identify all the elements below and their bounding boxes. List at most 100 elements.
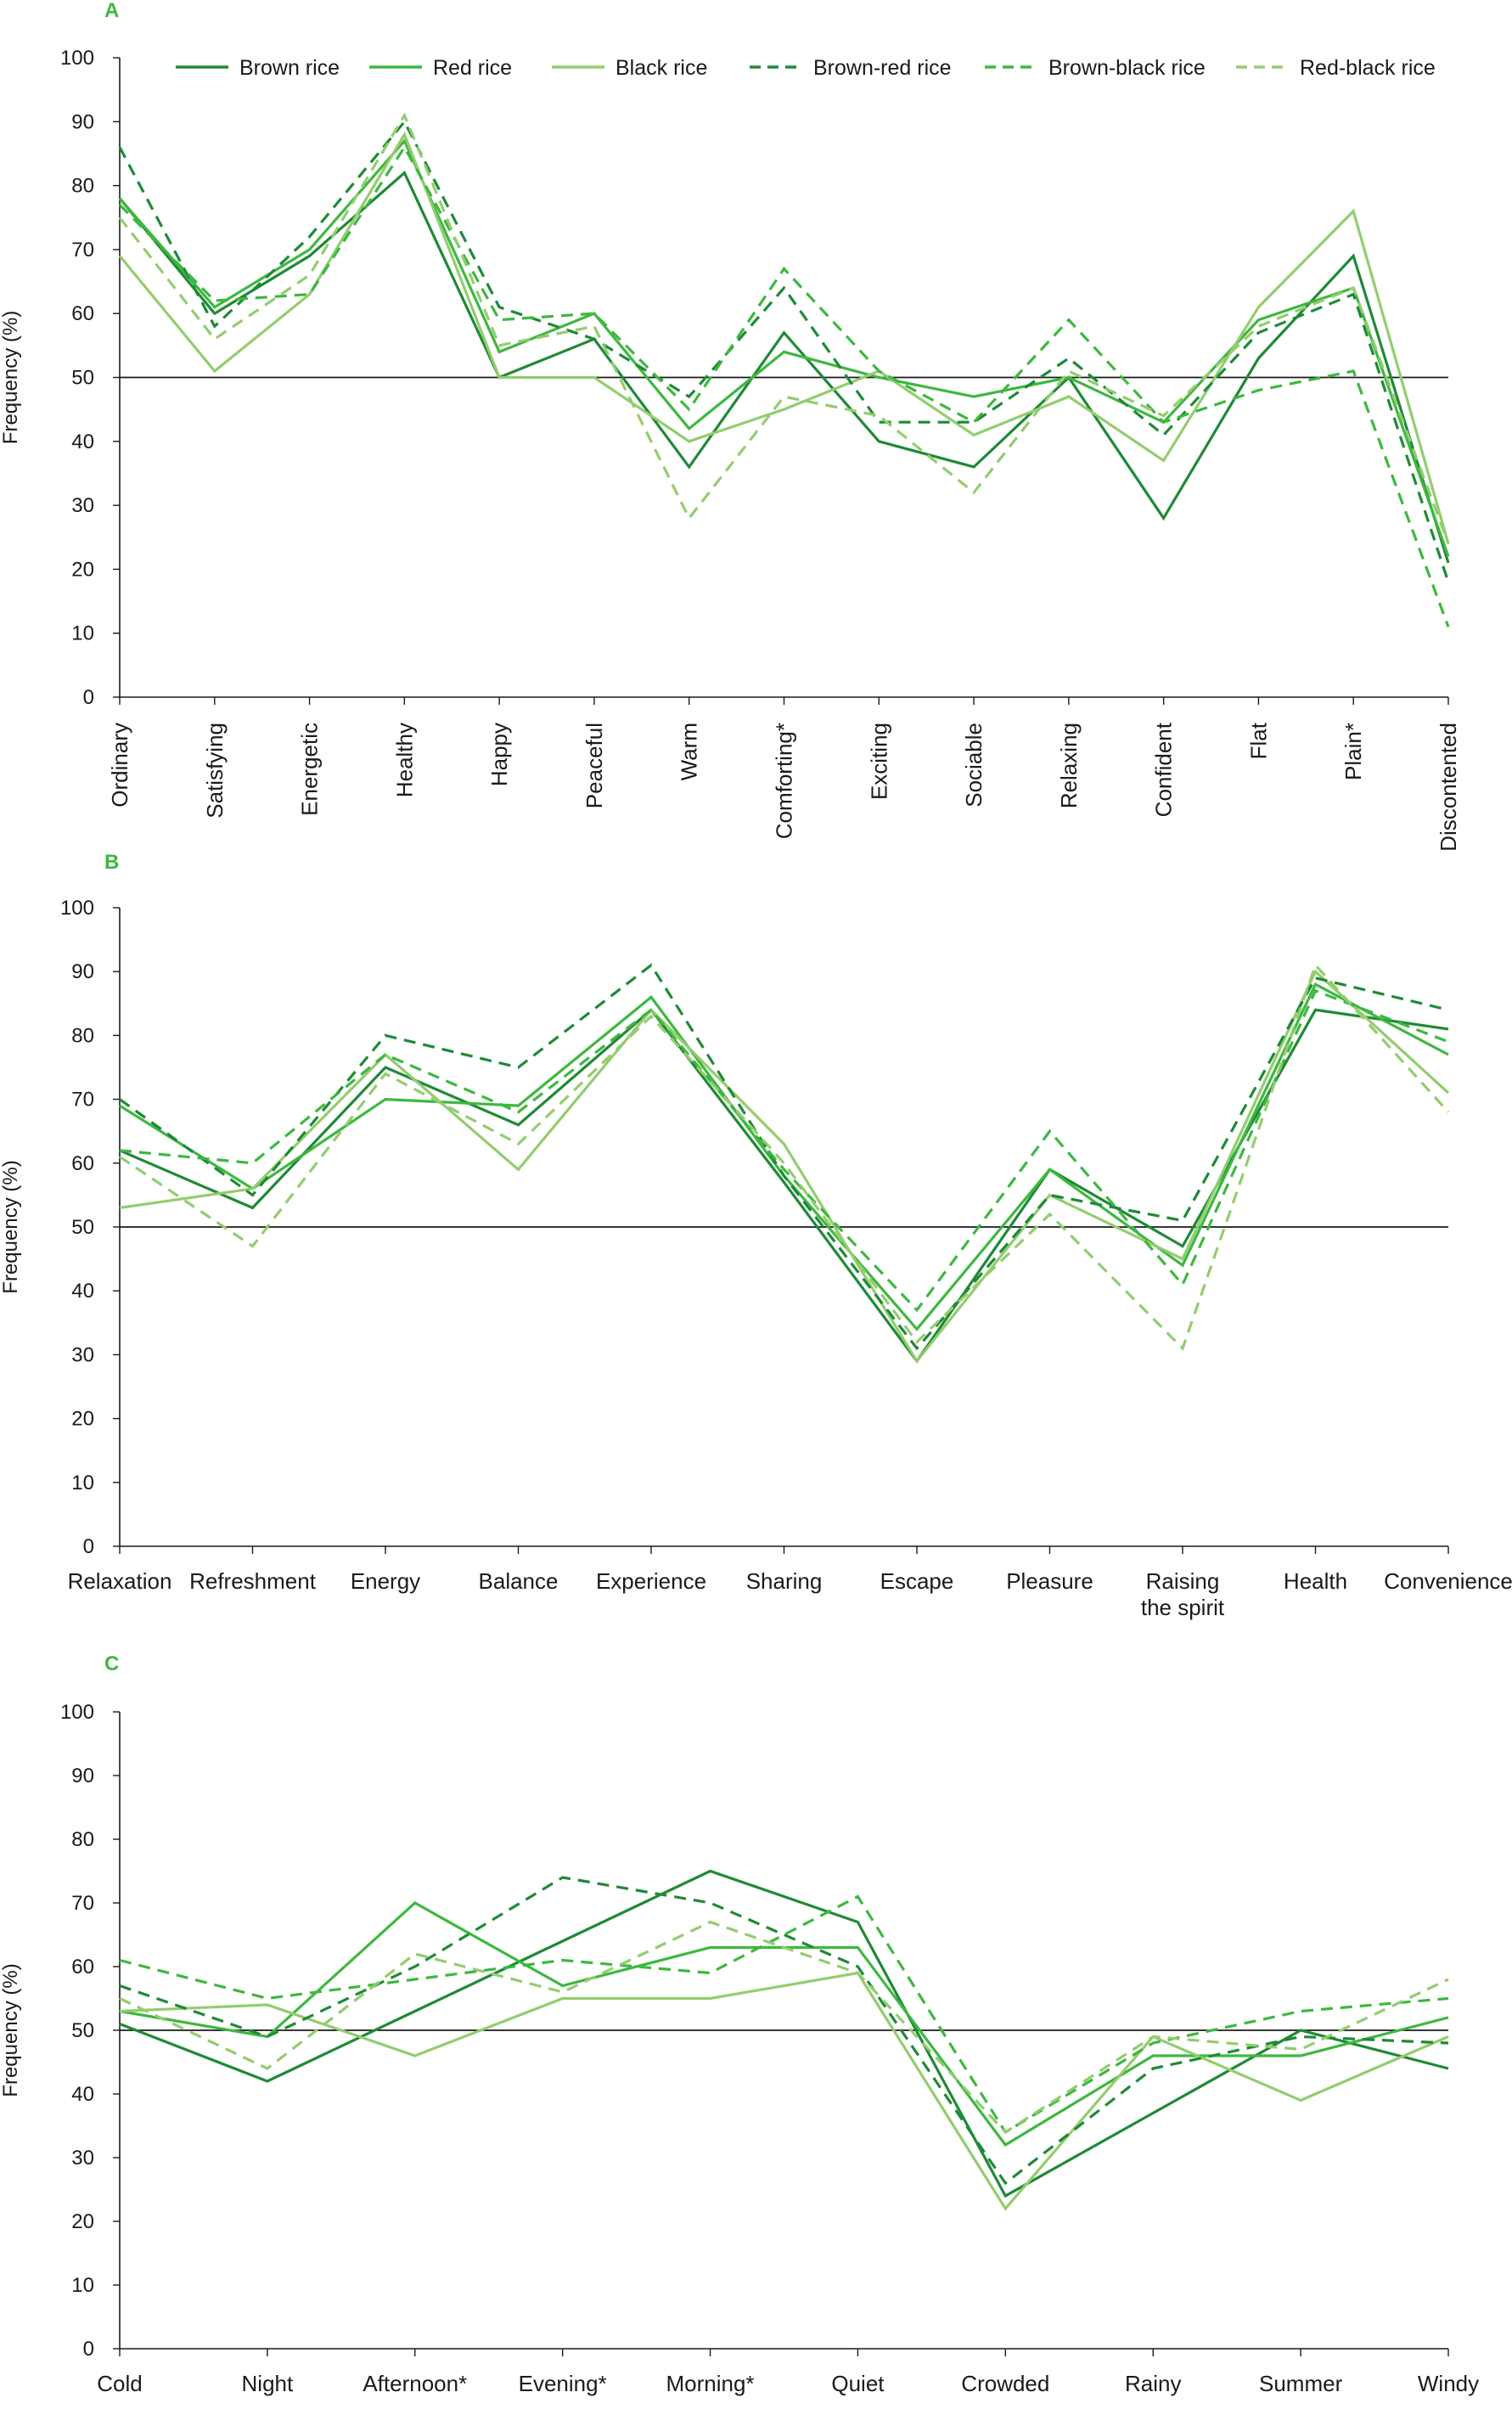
category-label-experience: Experience bbox=[596, 1568, 706, 1594]
category-label-escape: Escape bbox=[880, 1568, 954, 1594]
y-tick-label: 90 bbox=[71, 1765, 94, 1787]
legend-label-black-rice: Black rice bbox=[615, 56, 707, 80]
y-tick-label: 40 bbox=[71, 2083, 94, 2106]
category-label-sociable: Sociable bbox=[961, 723, 986, 808]
category-label-evening: Evening* bbox=[519, 2371, 607, 2396]
legend-label-red-rice: Red rice bbox=[433, 56, 512, 80]
y-tick-label: 90 bbox=[71, 960, 94, 983]
y-tick-label: 10 bbox=[71, 1472, 94, 1494]
y-tick-label: 30 bbox=[71, 2147, 94, 2170]
category-label-energy: Energy bbox=[351, 1568, 420, 1594]
category-label-quiet: Quiet bbox=[831, 2371, 885, 2396]
y-tick-label: 60 bbox=[71, 302, 94, 325]
category-label-flat: Flat bbox=[1245, 722, 1271, 759]
category-label-healthy: Healthy bbox=[391, 723, 417, 797]
y-tick-label: 70 bbox=[71, 1892, 94, 1915]
series-line-brown-red-rice bbox=[118, 119, 1450, 583]
category-label-relaxation: Relaxation bbox=[68, 1568, 172, 1594]
y-tick-label: 80 bbox=[71, 1828, 94, 1851]
category-label-satisfying: Satisfying bbox=[202, 723, 228, 819]
category-label-health: Health bbox=[1284, 1568, 1347, 1594]
category-label-cold: Cold bbox=[97, 2371, 142, 2396]
category-label-energetic: Energetic bbox=[297, 723, 323, 816]
category-label-crowded: Crowded bbox=[961, 2371, 1049, 2396]
panel-b: B 0 10 20 30 40 50 60 70 80 90 100 Frequency (%) Rela… bbox=[0, 851, 1512, 1620]
series-line-brown-rice bbox=[118, 170, 1450, 564]
category-label-sharing: Sharing bbox=[746, 1568, 823, 1594]
y-tick-label: 10 bbox=[71, 622, 94, 645]
legend-label-brown-black-rice: Brown-black rice bbox=[1048, 56, 1206, 80]
y-axis-title: Frequency (%) bbox=[0, 1963, 22, 2097]
category-label-warm: Warm bbox=[677, 723, 702, 780]
series-line-brown-black-rice bbox=[118, 144, 1450, 628]
series-line-red-black-rice bbox=[119, 1920, 1449, 2135]
legend-label-red-black-rice: Red-black rice bbox=[1300, 56, 1436, 80]
category-label-relaxing: Relaxing bbox=[1056, 723, 1082, 808]
y-tick-label: 0 bbox=[83, 1535, 94, 1558]
category-label-afternoon: Afternoon* bbox=[363, 2371, 467, 2396]
y-tick-label: 50 bbox=[71, 2019, 94, 2042]
category-label-morning: Morning* bbox=[666, 2371, 755, 2396]
y-tick-label: 60 bbox=[71, 1956, 94, 1978]
series-line-brown-black-rice bbox=[119, 1894, 1449, 2135]
category-label-peaceful: Peaceful bbox=[582, 723, 607, 808]
y-tick-label: 20 bbox=[71, 2210, 94, 2233]
series-line-brown-red-rice bbox=[119, 963, 1449, 1351]
category-label-summer: Summer bbox=[1259, 2371, 1343, 2396]
category-label-exciting: Exciting bbox=[866, 723, 891, 800]
y-axis-title: Frequency (%) bbox=[0, 311, 22, 444]
y-tick-label: 100 bbox=[60, 47, 94, 70]
y-tick-label: 30 bbox=[71, 494, 94, 517]
y-tick-label: 80 bbox=[71, 1024, 94, 1047]
y-tick-label: 40 bbox=[71, 431, 94, 453]
panel-a: A 0 10 20 30 40 50 60 70 80 90 100 Frequency (%) Ordi… bbox=[0, 0, 1461, 852]
y-tick-label: 50 bbox=[71, 1216, 94, 1239]
y-tick-label: 50 bbox=[71, 367, 94, 390]
category-label-comforting: Comforting* bbox=[772, 723, 797, 839]
series-line-black-rice bbox=[119, 969, 1450, 1364]
y-tick-label: 60 bbox=[71, 1152, 94, 1175]
panel-c: C 0 10 20 30 40 50 60 70 80 90 100 Frequency (%) Cold… bbox=[0, 1652, 1479, 2396]
panel-letter: A bbox=[104, 0, 119, 22]
y-tick-label: 20 bbox=[71, 1408, 94, 1431]
category-label-confident: Confident bbox=[1151, 722, 1177, 817]
y-tick-label: 80 bbox=[71, 175, 94, 198]
category-label-pleasure: Pleasure bbox=[1006, 1568, 1093, 1594]
category-label-happy: Happy bbox=[486, 723, 512, 786]
y-tick-label: 40 bbox=[71, 1280, 94, 1303]
y-tick-label: 90 bbox=[71, 110, 94, 133]
category-label-plain: Plain* bbox=[1341, 723, 1366, 780]
y-tick-label: 0 bbox=[83, 686, 94, 709]
y-tick-label: 100 bbox=[60, 1701, 94, 1724]
y-tick-label: 30 bbox=[71, 1343, 94, 1366]
category-label-ordinary: Ordinary bbox=[107, 723, 132, 808]
panel-letter: B bbox=[104, 851, 119, 874]
y-tick-label: 100 bbox=[60, 897, 94, 920]
category-label-raising-the-spirit: Raising the spirit bbox=[1141, 1568, 1225, 1620]
category-label-convenience: Convenience bbox=[1384, 1568, 1512, 1594]
category-label-rainy: Rainy bbox=[1125, 2371, 1181, 2396]
series-line-brown-rice bbox=[119, 1869, 1449, 2198]
series-line-brown-black-rice bbox=[119, 988, 1449, 1313]
legend-label-brown-rice: Brown rice bbox=[239, 56, 340, 80]
series-line-black-rice bbox=[119, 1971, 1449, 2211]
y-tick-label: 0 bbox=[83, 2338, 94, 2361]
series-line-red-rice bbox=[118, 138, 1450, 557]
legend: Brown rice Red rice Black rice Brown-red ri… bbox=[176, 56, 1436, 80]
category-label-discontented: Discontented bbox=[1436, 723, 1461, 852]
y-tick-label: 20 bbox=[71, 558, 94, 581]
series-line-brown-rice bbox=[119, 1007, 1449, 1364]
series-line-brown-red-rice bbox=[119, 1876, 1449, 2186]
y-tick-label: 70 bbox=[71, 1089, 94, 1112]
category-label-balance: Balance bbox=[479, 1568, 559, 1594]
y-tick-label: 10 bbox=[71, 2274, 94, 2297]
category-label-refreshment: Refreshment bbox=[189, 1568, 317, 1594]
y-axis-title: Frequency (%) bbox=[0, 1160, 22, 1293]
category-label-windy: Windy bbox=[1418, 2371, 1479, 2396]
series-line-black-rice bbox=[118, 131, 1450, 544]
category-label-night: Night bbox=[242, 2371, 294, 2396]
series-line-red-black-rice bbox=[119, 962, 1450, 1351]
panel-letter: C bbox=[104, 1652, 119, 1675]
y-tick-label: 70 bbox=[71, 239, 94, 262]
